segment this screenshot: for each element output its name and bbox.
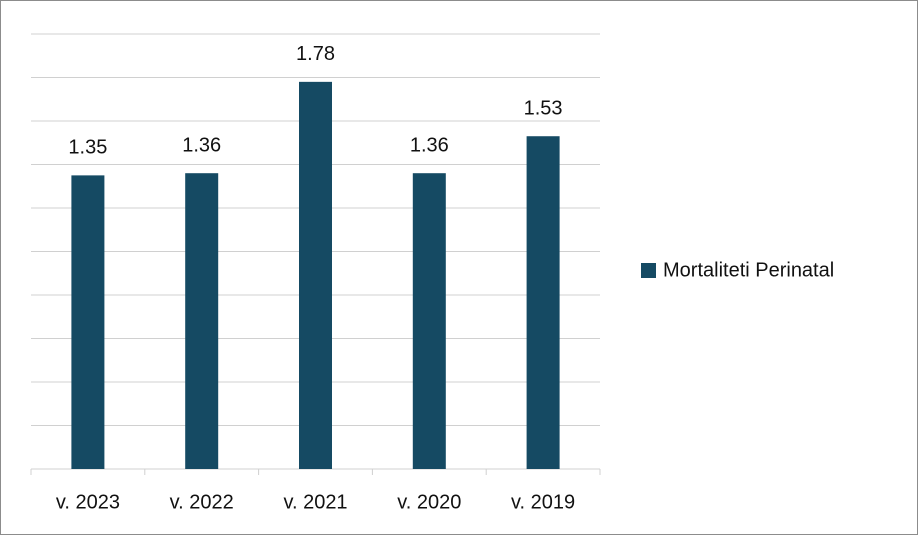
bar xyxy=(526,136,560,469)
x-tick-label: v. 2020 xyxy=(397,491,461,513)
bar xyxy=(185,173,219,469)
legend-label: Mortaliteti Perinatal xyxy=(663,259,834,281)
x-tick-label: v. 2021 xyxy=(283,491,347,513)
data-label: 1.53 xyxy=(524,98,563,120)
data-label: 1.35 xyxy=(68,137,107,159)
x-tick-label: v. 2023 xyxy=(56,491,120,513)
bar xyxy=(71,175,105,469)
data-label: 1.36 xyxy=(410,134,449,156)
bar xyxy=(412,173,446,469)
x-tick-label: v. 2022 xyxy=(170,491,234,513)
x-tick-label: v. 2019 xyxy=(511,491,575,513)
data-label: 1.78 xyxy=(296,43,335,65)
data-label: 1.36 xyxy=(182,134,221,156)
legend-swatch xyxy=(641,263,656,278)
bar xyxy=(299,81,332,469)
